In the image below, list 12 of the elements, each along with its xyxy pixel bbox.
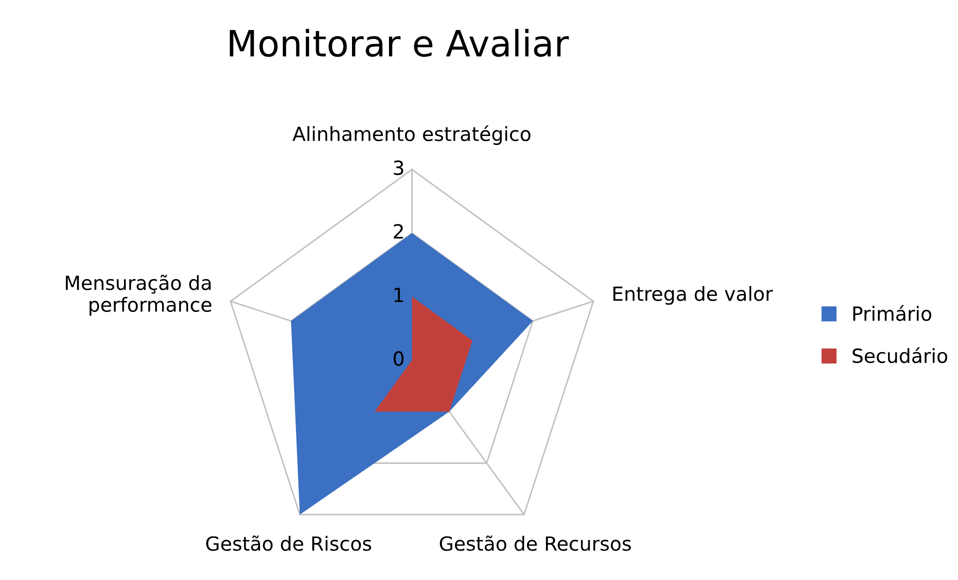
y-tick-label: 1 <box>394 288 403 302</box>
y-tick-label: 2 <box>394 224 403 238</box>
spoke-label: Entrega de valor <box>613 286 773 305</box>
spoke-label: Alinhamento estratégico <box>292 125 530 145</box>
legend-label: Secudário <box>852 347 948 364</box>
y-tick-label: 3 <box>394 160 404 176</box>
spoke-label: Gestão de Riscos <box>206 536 372 551</box>
legend-label: Primário <box>853 305 932 321</box>
spoke-label: Gestão de Recursos <box>440 536 631 551</box>
chart-title: Monitorar e Avaliar <box>230 28 569 57</box>
y-tick-label: 0 <box>394 351 404 366</box>
spoke-label: Mensuração da performance <box>66 274 212 316</box>
